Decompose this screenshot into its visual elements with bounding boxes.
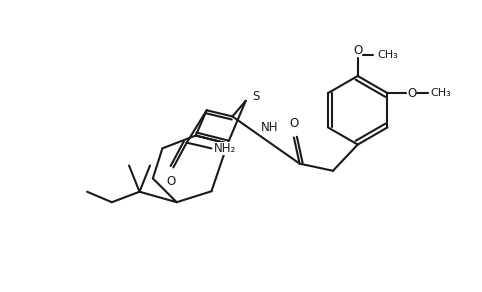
Text: O: O [407,87,416,100]
Text: NH: NH [261,121,279,134]
Text: NH₂: NH₂ [214,142,236,155]
Text: CH₃: CH₃ [378,50,399,60]
Text: NH: NH [260,120,277,133]
Text: O: O [289,117,298,130]
Text: O: O [353,44,362,57]
Text: CH₃: CH₃ [430,88,451,98]
Text: S: S [253,91,260,103]
Text: O: O [166,175,175,188]
